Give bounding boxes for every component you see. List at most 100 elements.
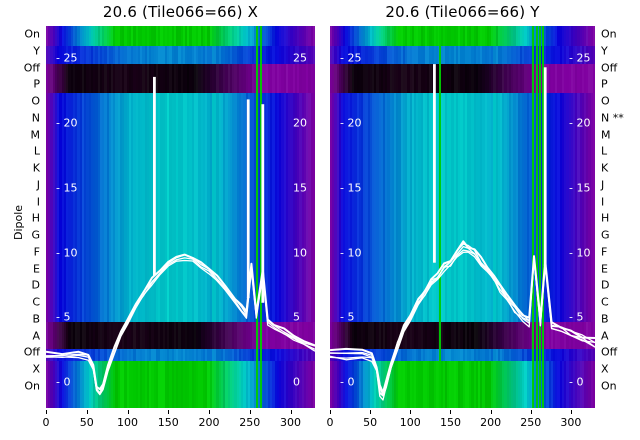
heatmap-cell (389, 92, 393, 323)
heatmap-cell (108, 26, 112, 47)
heatmap-cell (420, 64, 424, 94)
heatmap-cell (590, 26, 594, 47)
heatmap-cell (349, 92, 353, 323)
heatmap-cell (581, 45, 585, 65)
heatmap-cell (106, 26, 110, 47)
heatmap-cell (380, 45, 384, 65)
heatmap-cell (413, 26, 417, 47)
panel-title-y: 20.6 (Tile066=66) Y (385, 3, 540, 21)
heatmap-cell (570, 45, 574, 65)
heatmap-cell (285, 92, 289, 323)
heatmap-cell (442, 45, 446, 65)
heatmap-cell (211, 45, 215, 65)
category-label-right: K (601, 161, 609, 175)
heatmap-cell (126, 45, 130, 65)
heatmap-cell (464, 64, 468, 94)
heatmap-cell (524, 64, 528, 94)
heatmap-cell (330, 45, 333, 65)
heatmap-cell (223, 26, 227, 47)
category-label-right: B (601, 312, 609, 326)
inner-y-tick-mirror: 25 (293, 51, 307, 65)
heatmap-cell (451, 92, 455, 323)
heatmap-cell (254, 92, 258, 323)
heatmap-cell (106, 64, 110, 94)
heatmap-cell (48, 45, 52, 65)
heatmap-cell (345, 26, 349, 47)
inner-y-tick: - 15 (569, 181, 591, 195)
heatmap-cell (263, 64, 267, 94)
heatmap-cell (223, 45, 227, 65)
heatmap-cell (249, 64, 254, 94)
heatmap-cell (75, 64, 79, 94)
heatmap-cell (207, 64, 211, 94)
heatmap-cell (142, 26, 146, 47)
heatmap-cell (90, 64, 94, 94)
heatmap-cell (249, 45, 254, 65)
heatmap-green-stripe (538, 26, 541, 408)
heatmap-cell (162, 45, 166, 65)
heatmap-cell (378, 26, 382, 47)
heatmap-cell (209, 92, 213, 323)
category-label-right: Off (601, 345, 618, 359)
heatmap-cell (486, 26, 490, 47)
heatmap-cell (583, 64, 587, 94)
heatmap-cell (398, 26, 402, 47)
heatmap-band (330, 322, 595, 350)
heatmap-cell (99, 26, 103, 47)
heatmap-cell (360, 64, 364, 94)
heatmap-cell (119, 64, 123, 94)
heatmap-cell (285, 64, 289, 94)
heatmap-cell (500, 26, 504, 47)
heatmap-cell (225, 64, 229, 94)
heatmap-cell (519, 64, 523, 94)
heatmap-cell (267, 45, 271, 65)
heatmap-cell (436, 64, 439, 94)
heatmap-cell (561, 64, 565, 94)
heatmap-cell (72, 45, 76, 65)
heatmap-cell (133, 64, 137, 94)
heatmap-cell (216, 64, 220, 94)
heatmap-cell (54, 64, 58, 94)
heatmap-cell (142, 64, 146, 94)
heatmap-cell (50, 64, 54, 94)
heatmap-cell (50, 92, 54, 323)
heatmap-cell (77, 92, 81, 323)
heatmap-band (46, 64, 315, 94)
heatmap-cell (533, 26, 537, 47)
heatmap-cell (209, 64, 213, 94)
heatmap-cell (249, 26, 254, 47)
heatmap-cell (254, 26, 258, 47)
heatmap-cell (61, 64, 65, 94)
heatmap-cell (46, 92, 50, 323)
heatmap-cell (383, 92, 386, 323)
heatmap-cell (52, 45, 56, 65)
heatmap-band (46, 45, 315, 65)
heatmap-cell (466, 26, 470, 47)
heatmap-cell (369, 45, 373, 65)
heatmap-cell (424, 45, 428, 65)
heatmap-cell (427, 64, 431, 94)
heatmap-cell (193, 92, 197, 323)
heatmap-cell (349, 26, 353, 47)
heatmap-cell (66, 92, 70, 323)
heatmap-cell (79, 45, 83, 65)
heatmap-cell (411, 92, 415, 323)
heatmap-cell (128, 45, 132, 65)
heatmap-cell (334, 92, 338, 323)
heatmap-cell (155, 64, 159, 94)
heatmap-cell (232, 92, 236, 323)
heatmap-cell (546, 92, 550, 323)
heatmap-cell (153, 45, 157, 65)
heatmap-cell (378, 45, 382, 65)
heatmap-cell (205, 92, 209, 323)
heatmap-cell (220, 26, 224, 47)
heatmap-cell (167, 92, 171, 323)
heatmap-cell (592, 92, 595, 323)
heatmap-cell (330, 64, 333, 94)
heatmap-cell (553, 45, 557, 65)
heatmap-cell (442, 26, 446, 47)
heatmap-cell (433, 26, 437, 47)
heatmap-cell (462, 64, 466, 94)
heatmap-cell (299, 92, 303, 323)
heatmap-cell (234, 45, 238, 65)
